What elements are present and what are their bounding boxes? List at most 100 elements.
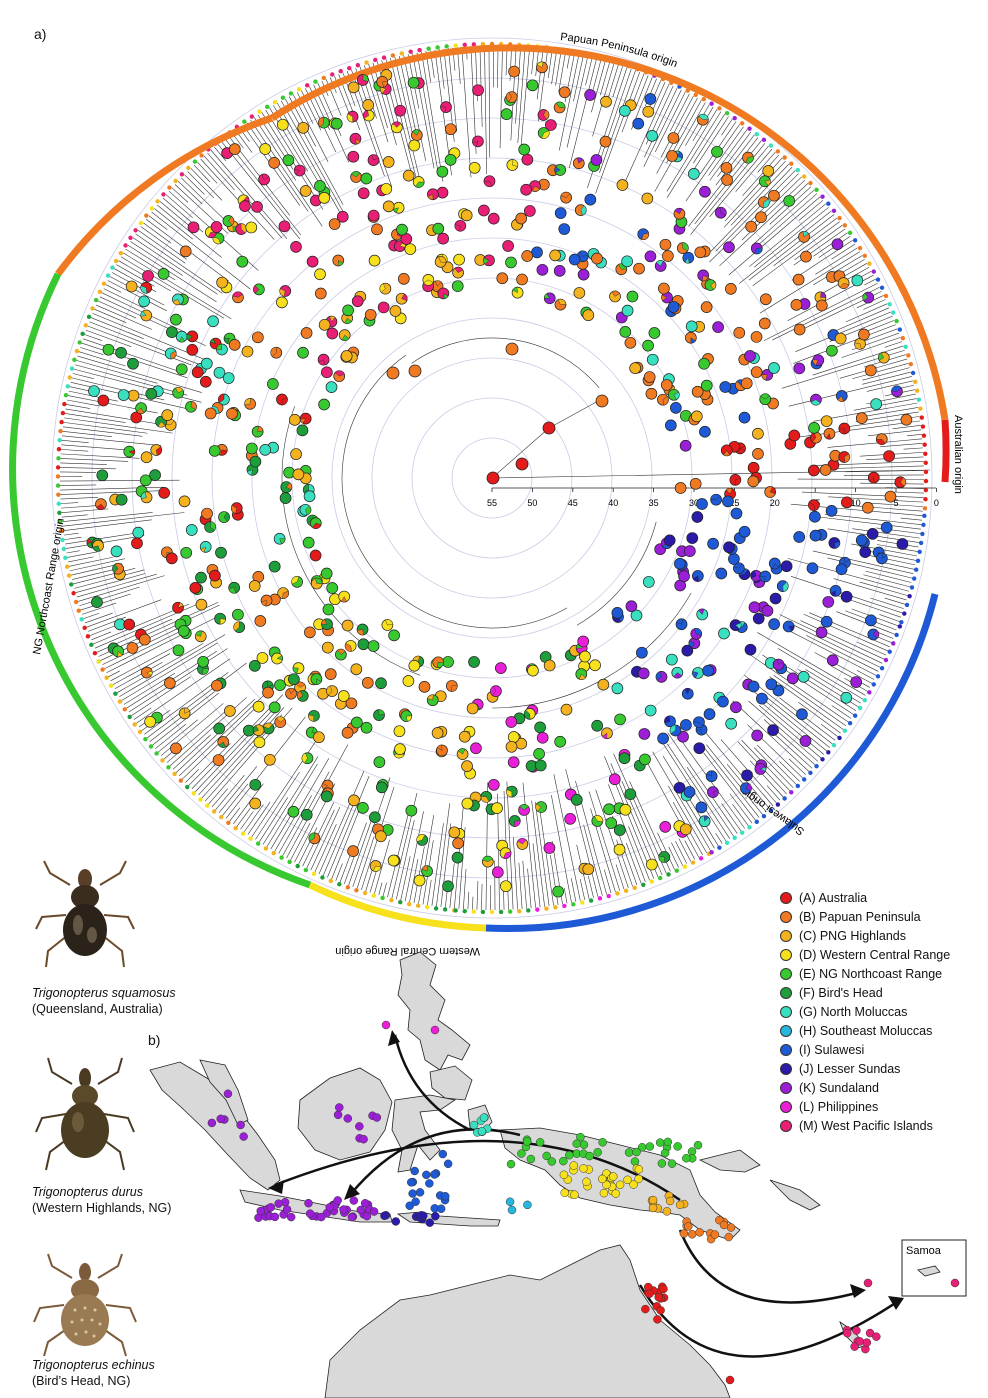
node-pie — [299, 503, 312, 516]
tip-branch — [566, 56, 589, 148]
node-pie — [782, 620, 795, 633]
node-pie — [575, 668, 588, 681]
node-pie — [714, 206, 727, 219]
node-pie — [367, 154, 380, 166]
map-dot — [656, 1306, 665, 1315]
node-pie — [698, 357, 710, 370]
panel-a-label: a) — [34, 26, 47, 42]
tip-marker — [462, 908, 467, 914]
tip-marker — [831, 208, 837, 214]
tip-branch — [378, 882, 383, 895]
node-pie — [516, 273, 528, 286]
node-pie — [665, 653, 678, 666]
arrow-to-pacific-1 — [678, 1229, 861, 1304]
tip-branch — [643, 89, 682, 167]
ancestral-node — [595, 394, 609, 408]
tip-marker — [847, 720, 853, 726]
tip-branch — [793, 624, 881, 668]
node-pie — [757, 196, 770, 209]
tip-branch — [859, 581, 908, 596]
node-pie — [674, 557, 686, 570]
tip-marker — [321, 75, 327, 81]
tip-branch — [527, 868, 532, 909]
node-pie — [232, 291, 244, 304]
node-pie — [625, 600, 638, 613]
node-pie — [320, 567, 333, 580]
tip-branch — [730, 163, 790, 226]
tip-marker — [747, 825, 752, 830]
tip-branch — [119, 634, 226, 697]
tip-branch — [615, 864, 625, 890]
tip-branch — [531, 800, 545, 907]
node-pie — [508, 65, 520, 78]
node-pie — [302, 536, 315, 549]
arrow-to-philippines — [393, 1034, 471, 1132]
node-pie — [164, 347, 177, 360]
node-pie — [228, 581, 241, 594]
node-pie — [310, 577, 323, 590]
node-pie — [579, 650, 591, 663]
node-pie — [870, 398, 883, 410]
node-pie — [276, 296, 288, 309]
node-pie — [336, 210, 349, 223]
node-pie — [191, 366, 204, 379]
tip-branch — [551, 50, 557, 85]
tip-branch — [72, 373, 94, 379]
node-pie — [659, 238, 672, 251]
node-pie — [864, 364, 877, 377]
node-pie — [340, 350, 353, 362]
node-pie — [772, 658, 785, 671]
node-pie — [389, 305, 402, 317]
node-pie — [644, 250, 657, 263]
node-pie — [815, 626, 828, 639]
tip-branch — [852, 528, 920, 539]
node-pie — [262, 722, 275, 735]
node-pie — [127, 389, 140, 402]
landmass-mindanao — [429, 1065, 473, 1101]
tip-marker — [883, 293, 889, 299]
node-pie — [677, 730, 689, 743]
tip-branch — [506, 781, 514, 910]
node-pie — [161, 409, 174, 421]
clade-label-western: Western Central Range origin — [335, 945, 480, 957]
node-pie — [444, 154, 457, 166]
tip-branch — [404, 811, 424, 902]
node-pie — [212, 232, 225, 245]
tip-branch — [352, 777, 391, 888]
tip-branch — [84, 334, 102, 341]
node-pie — [291, 576, 303, 588]
tip-marker — [444, 44, 449, 49]
tip-branch — [748, 700, 819, 762]
tip-marker — [923, 497, 928, 502]
tip-marker — [415, 903, 421, 908]
node-pie — [826, 344, 838, 357]
tip-branch — [813, 255, 863, 286]
node-pie — [742, 151, 754, 164]
tip-branch — [247, 801, 271, 835]
node-pie — [516, 838, 529, 850]
node-pie — [373, 756, 386, 769]
node-pie — [752, 612, 765, 625]
map-dot — [430, 1170, 439, 1179]
tip-branch — [892, 491, 924, 494]
legend-label: (E) NG Northcoast Range — [799, 966, 943, 981]
tip-branch — [815, 247, 858, 275]
ancestral-node — [515, 457, 529, 471]
node-pie — [692, 570, 704, 582]
map-dot — [599, 1188, 609, 1198]
node-pie — [177, 625, 190, 637]
legend-label: (B) Papuan Peninsula — [799, 909, 921, 924]
tip-marker — [160, 758, 165, 763]
tip-branch — [184, 174, 205, 195]
node-pie — [600, 95, 612, 108]
tip-marker — [837, 215, 842, 221]
node-pie — [667, 388, 680, 401]
arrow-head — [888, 1296, 904, 1310]
tip-branch — [64, 536, 82, 540]
node-pie — [130, 411, 143, 424]
ancestral-node — [408, 364, 422, 378]
tip-branch — [735, 148, 773, 192]
node-pie — [461, 760, 473, 772]
node-pie — [679, 823, 692, 836]
node-pie — [102, 343, 115, 356]
